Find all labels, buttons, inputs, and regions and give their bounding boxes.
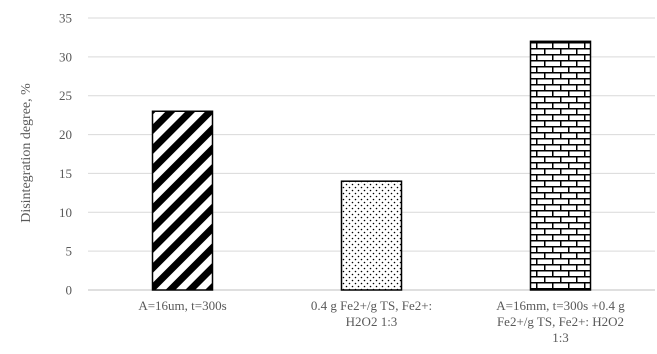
y-axis-ticks: 0 5 10 15 20 25 30 35 [59, 11, 72, 298]
y-tick-label: 0 [66, 283, 73, 298]
bar-2 [340, 180, 403, 291]
y-tick-label: 15 [59, 166, 72, 181]
bars [151, 40, 592, 291]
x-category-label: 0.4 g Fe2+/g TS, Fe2+: H2O2 1:3 [311, 298, 432, 329]
x-axis-categories: A=16um, t=300s 0.4 g Fe2+/g TS, Fe2+: H2O2… [138, 298, 625, 345]
y-tick-label: 25 [59, 88, 72, 103]
x-category-label: A=16um, t=300s [138, 298, 226, 313]
x-category-label: A=16mm, t=300s +0.4 g Fe2+/g TS, Fe2+: H2… [496, 298, 625, 345]
y-tick-label: 5 [66, 244, 73, 259]
y-axis-title: Disintegration degree, % [19, 83, 34, 223]
y-tick-label: 20 [59, 127, 72, 142]
y-tick-label: 35 [59, 11, 72, 26]
bar-3 [529, 40, 592, 291]
y-tick-label: 30 [59, 49, 72, 64]
y-tick-label: 10 [59, 205, 72, 220]
bar-1 [151, 110, 214, 291]
